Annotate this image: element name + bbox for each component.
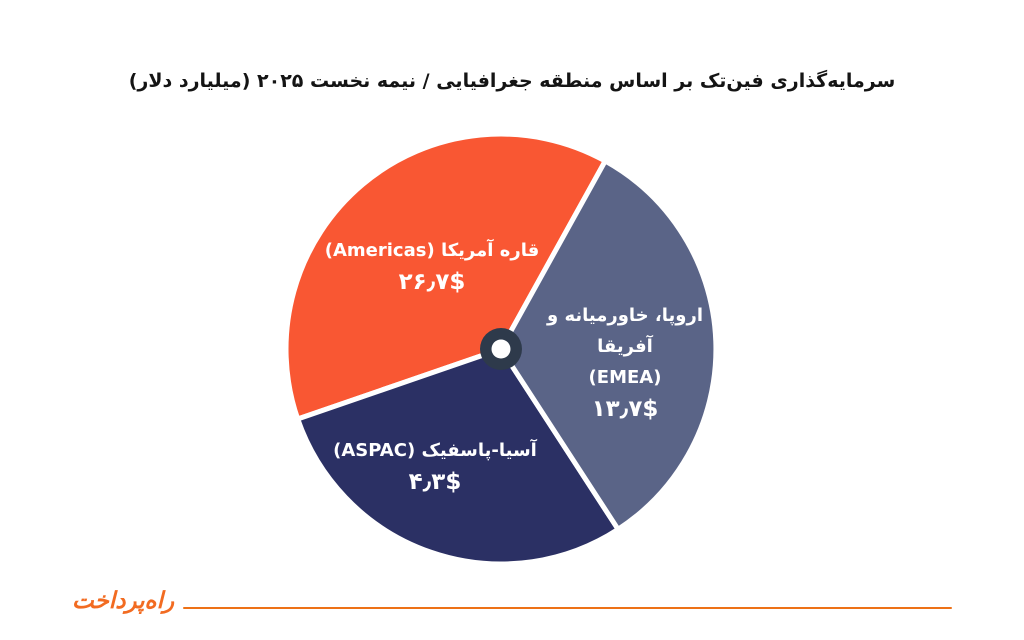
slice-label-americas-value: ۲۶٫۷$ bbox=[398, 269, 466, 295]
slice-label-aspac: آسیا-پاسفیک (ASPAC) ۴٫۳$ bbox=[325, 436, 545, 498]
way2pay-logo: راه‌پرداخت bbox=[72, 588, 175, 614]
slice-label-americas-name: قاره آمریکا (Americas) bbox=[324, 240, 540, 261]
slice-label-aspac-value: ۴٫۳$ bbox=[408, 469, 462, 495]
slice-label-emea-value: ۱۳٫۷$ bbox=[591, 396, 659, 422]
pie-slice-americas bbox=[283, 131, 609, 423]
slice-label-americas: قاره آمریکا (Americas) ۲۶٫۷$ bbox=[322, 236, 542, 298]
chart-title: سرمایه‌گذاری فین‌تک بر اساس منطقه جغرافی… bbox=[128, 70, 896, 92]
pie-slice-emea bbox=[498, 157, 719, 533]
slice-label-emea-subtitle: (EMEA) bbox=[588, 367, 662, 388]
slice-label-emea-name: اروپا، خاورمیانه و آفریقا bbox=[546, 305, 703, 357]
slice-label-emea: اروپا، خاورمیانه و آفریقا (EMEA) ۱۳٫۷$ bbox=[520, 300, 730, 425]
footer-divider-line bbox=[183, 607, 952, 609]
slice-label-aspac-name: آسیا-پاسفیک (ASPAC) bbox=[333, 440, 537, 461]
pie-hub-center bbox=[491, 339, 511, 359]
pie-slice-aspac bbox=[294, 346, 622, 567]
